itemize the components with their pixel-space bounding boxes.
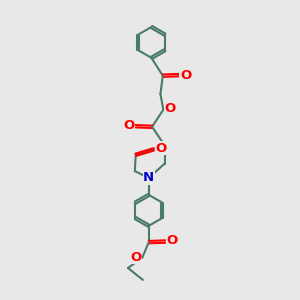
Text: O: O	[180, 69, 191, 82]
Text: O: O	[130, 250, 141, 263]
Text: O: O	[167, 235, 178, 248]
Text: N: N	[143, 171, 154, 184]
Text: O: O	[155, 142, 167, 155]
Text: O: O	[124, 119, 135, 132]
Text: O: O	[164, 103, 175, 116]
